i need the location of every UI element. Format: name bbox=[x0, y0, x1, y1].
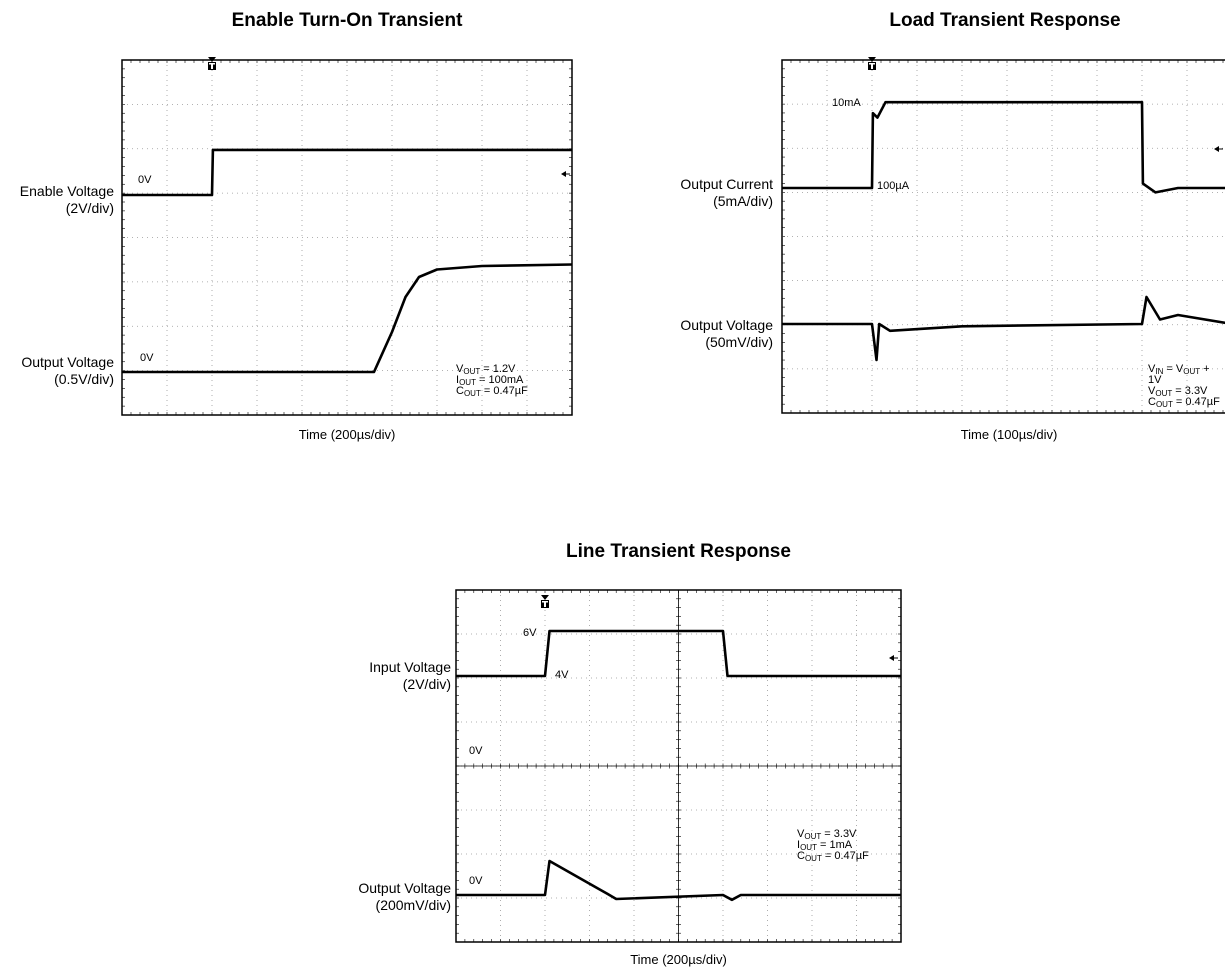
chart-1-output-scale: (0.5V/div) bbox=[54, 371, 114, 387]
chart-2-current-name: Output Current bbox=[680, 176, 773, 192]
chart-1-trigger-icon-mark bbox=[211, 64, 213, 69]
chart-1-series-enable bbox=[122, 148, 572, 197]
chart-2-series-current bbox=[782, 100, 1225, 194]
chart-3-level-arrow bbox=[889, 655, 894, 661]
chart-3-trigger-icon-bar bbox=[542, 601, 548, 603]
chart-1-enable-ground-label: 0V bbox=[138, 174, 152, 186]
condition-line: IOUT = 100mA bbox=[456, 374, 524, 388]
chart-1-conditions: VOUT = 1.2V IOUT = 100mA COUT = 0.47µF bbox=[456, 363, 528, 399]
chart-2-current-scale: (5mA/div) bbox=[713, 193, 773, 209]
condition-line: COUT = 0.47µF bbox=[1148, 396, 1220, 410]
chart-3-xlabel: Time (200µs/div) bbox=[630, 952, 727, 967]
chart-2-level-arrow bbox=[1214, 146, 1219, 152]
chart-2-conditions: VIN = VOUT + 1V VOUT = 3.3V COUT = 0.47µF bbox=[1148, 363, 1225, 410]
condition-line: VOUT = 1.2V bbox=[456, 363, 516, 377]
condition-line: VIN = VOUT + 1V bbox=[1148, 363, 1210, 386]
condition-line: IOUT = 1mA bbox=[797, 839, 853, 853]
chart-1-xlabel: Time (200µs/div) bbox=[298, 427, 396, 442]
chart-3-annotation-6v: 6V bbox=[523, 627, 537, 639]
chart-3-trigger-icon-mark bbox=[544, 602, 546, 607]
chart-1-enable-name: Enable Voltage bbox=[19, 183, 114, 199]
chart-1-enable-label: Enable Voltage (2V/div) bbox=[0, 183, 114, 217]
chart-2-output-scale: (50mV/div) bbox=[705, 334, 773, 350]
chart-3-input-label: Input Voltage (2V/div) bbox=[330, 659, 451, 693]
chart-2-xlabel: Time (100µs/div) bbox=[960, 427, 1058, 442]
chart-3-input-name: Input Voltage bbox=[369, 659, 451, 675]
chart-3-input-scale: (2V/div) bbox=[402, 676, 451, 692]
chart-2-trigger-icon-mark bbox=[871, 64, 873, 69]
chart-3-title: Line Transient Response bbox=[566, 541, 791, 562]
chart-1-enable-scale: (2V/div) bbox=[65, 200, 114, 216]
chart-1-output-ground-label: 0V bbox=[140, 352, 154, 364]
chart-1-output-name: Output Voltage bbox=[21, 354, 114, 370]
chart-1-trigger-icon-bar bbox=[209, 63, 215, 65]
chart-1-series-output bbox=[122, 263, 573, 374]
chart-1-level-arrow bbox=[561, 171, 566, 177]
chart-2-annotation-10ma: 10mA bbox=[832, 97, 861, 109]
chart-1-output-label: Output Voltage (0.5V/div) bbox=[0, 354, 114, 388]
condition-line: VOUT = 3.3V bbox=[797, 828, 857, 842]
chart-1-trigger-arrow bbox=[208, 57, 216, 62]
condition-line: COUT = 0.47µF bbox=[456, 385, 528, 399]
chart-2-output-name: Output Voltage bbox=[680, 317, 773, 333]
chart-1-title: Enable Turn-On Transient bbox=[231, 10, 463, 31]
chart-3-series-input bbox=[456, 629, 901, 678]
chart-3-output-label: Output Voltage (200mV/div) bbox=[330, 880, 451, 914]
chart-3-series-output bbox=[456, 859, 901, 902]
chart-3-annotation-4v: 4V bbox=[555, 669, 569, 681]
chart-2-annotation-100ua: 100µA bbox=[877, 180, 910, 192]
chart-3-output-ground-label: 0V bbox=[469, 875, 483, 887]
chart-2-frame bbox=[781, 59, 1225, 414]
chart-2-trigger-icon-bar bbox=[869, 63, 875, 65]
chart-2-trigger-arrow bbox=[868, 57, 876, 62]
chart-3-trigger-arrow bbox=[541, 595, 549, 600]
chart-2-output-label: Output Voltage (50mV/div) bbox=[640, 317, 773, 351]
condition-line: COUT = 0.47µF bbox=[797, 850, 869, 864]
condition-line: VOUT = 3.3V bbox=[1148, 385, 1208, 399]
chart-2-title: Load Transient Response bbox=[889, 10, 1121, 31]
chart-2-series-output bbox=[782, 295, 1225, 362]
chart-3-conditions: VOUT = 3.3V IOUT = 1mA COUT = 0.47µF bbox=[797, 828, 869, 864]
chart-3-output-scale: (200mV/div) bbox=[375, 897, 451, 913]
chart-3-output-name: Output Voltage bbox=[358, 880, 451, 896]
chart-3-annotation-0v: 0V bbox=[469, 745, 483, 757]
chart-2-current-label: Output Current (5mA/div) bbox=[640, 176, 773, 210]
